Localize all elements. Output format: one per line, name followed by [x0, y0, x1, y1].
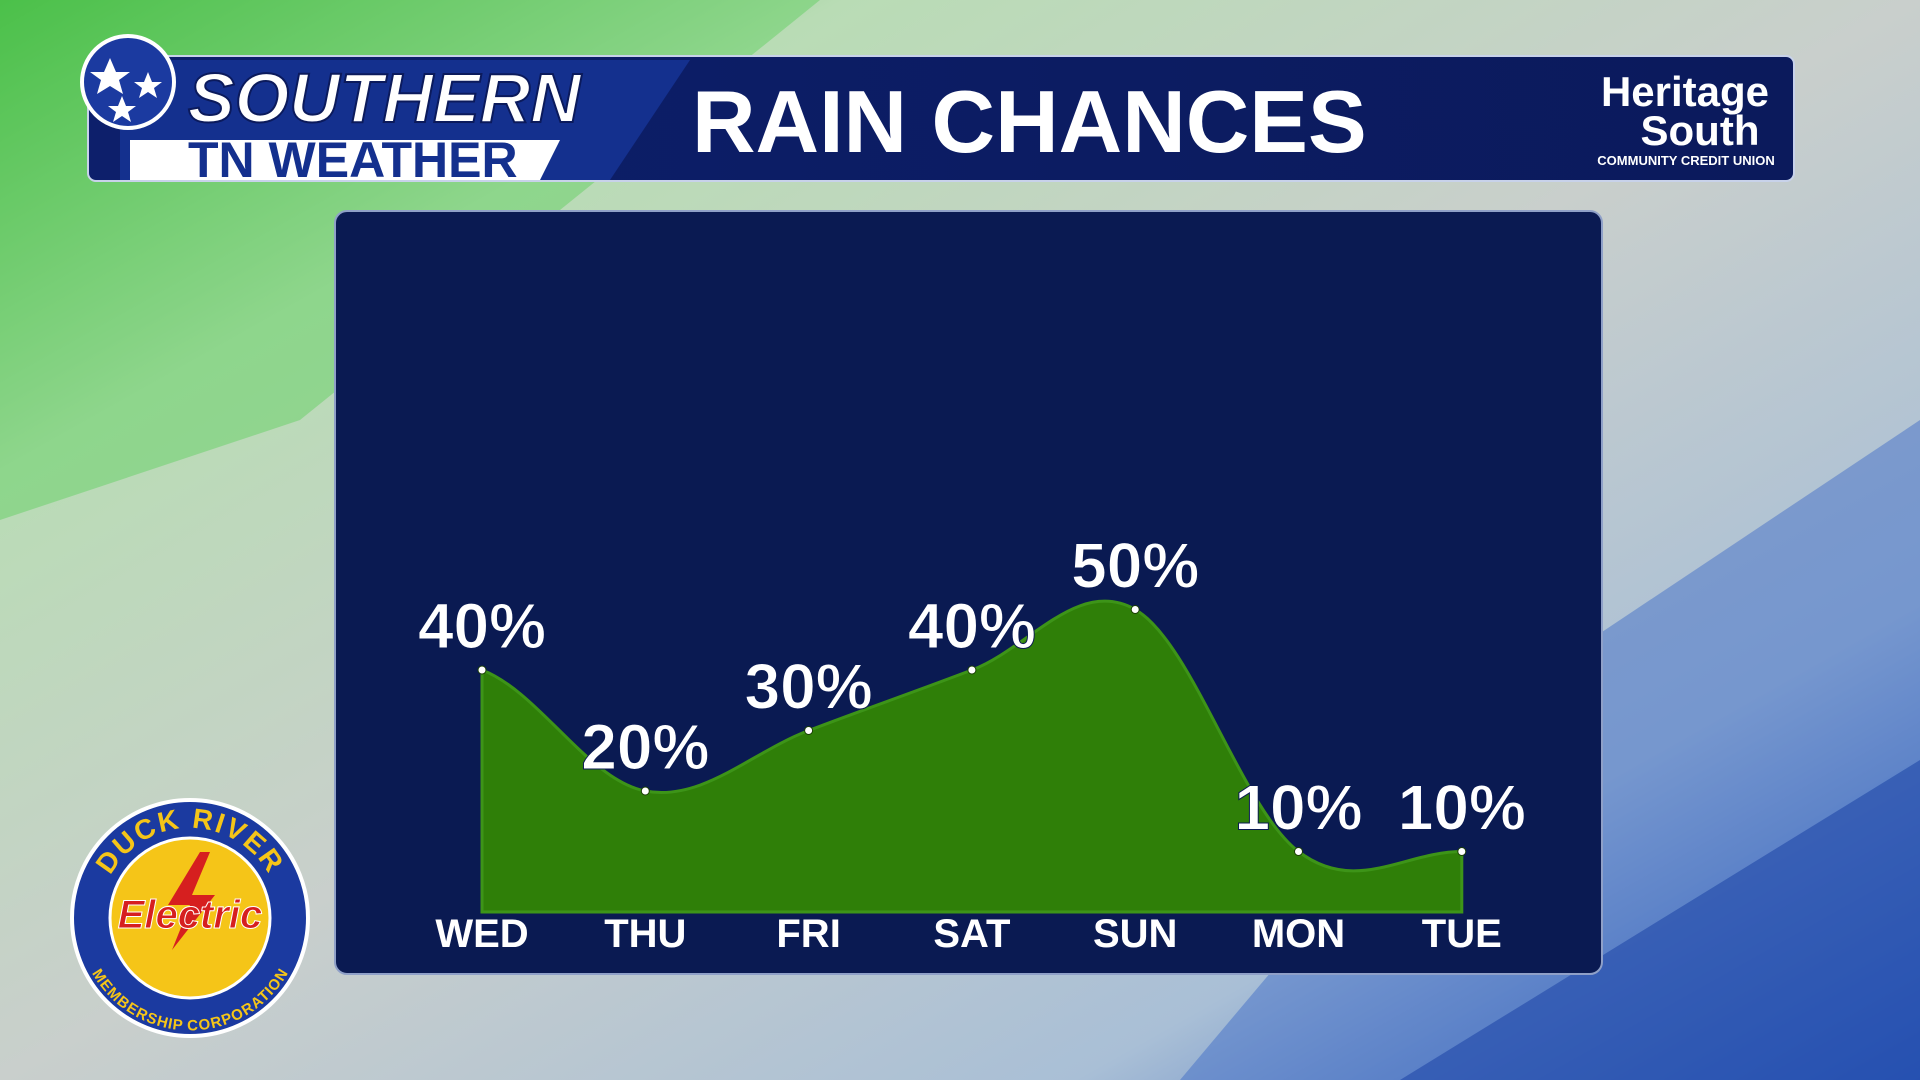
- value-label: 10%: [1398, 772, 1526, 844]
- brand-strip: [130, 140, 560, 180]
- brand-top: SOUTHERN: [188, 59, 582, 137]
- brand-star: [134, 72, 162, 98]
- x-tick-label: TUE: [1422, 912, 1502, 956]
- x-tick-label: THU: [604, 912, 686, 956]
- point: [1294, 847, 1303, 856]
- brand-star: [90, 58, 130, 94]
- sponsor-line3: COMMUNITY CREDIT UNION: [1597, 153, 1774, 168]
- value-label: 30%: [745, 651, 873, 723]
- chart: 40% 20% 30% 40% 50% 10% 10% WED THU FRI SAT SUN MON T…: [417, 529, 1526, 956]
- chart-panel: [334, 210, 1603, 975]
- brand-bottom: TN WEATHER: [188, 132, 518, 188]
- sponsor-line2: South: [1641, 107, 1760, 154]
- point: [640, 786, 650, 796]
- brand-star: [108, 96, 136, 122]
- point: [1457, 847, 1467, 856]
- value-label: 10%: [1234, 772, 1362, 844]
- point: [804, 726, 814, 735]
- bg-shape: [1400, 760, 1920, 1080]
- sponsor-line1: Heritage: [1601, 68, 1769, 115]
- x-tick-label: FRI: [776, 912, 840, 956]
- value-label: 50%: [1071, 530, 1199, 602]
- bolt: [168, 852, 215, 950]
- sponsor-center: Electric: [118, 893, 263, 937]
- brand-logo: [80, 34, 176, 130]
- value-label: 20%: [581, 711, 709, 783]
- point: [967, 665, 977, 675]
- header-title: RAIN CHANCES: [692, 72, 1367, 171]
- x-tick-label: WED: [435, 912, 528, 956]
- value-label: 40%: [908, 590, 1036, 662]
- point: [477, 665, 487, 675]
- x-tick-label: SUN: [1093, 912, 1177, 956]
- point: [1130, 605, 1140, 614]
- x-tick-label: SAT: [933, 912, 1010, 956]
- value-label: 40%: [418, 590, 546, 662]
- x-tick-label: MON: [1252, 912, 1345, 956]
